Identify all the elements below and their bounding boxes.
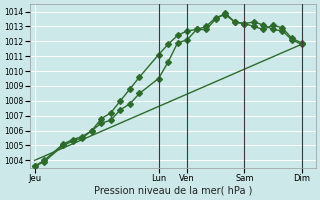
- X-axis label: Pression niveau de la mer( hPa ): Pression niveau de la mer( hPa ): [94, 186, 252, 196]
